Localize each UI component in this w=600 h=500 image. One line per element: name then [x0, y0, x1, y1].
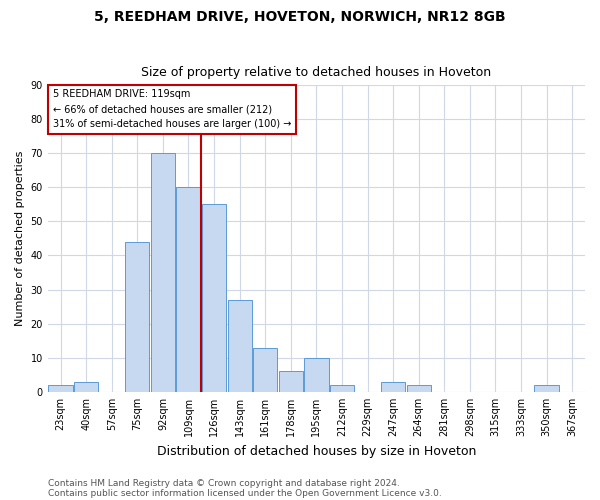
Text: 5 REEDHAM DRIVE: 119sqm
← 66% of detached houses are smaller (212)
31% of semi-d: 5 REEDHAM DRIVE: 119sqm ← 66% of detache…: [53, 90, 292, 129]
Text: Contains public sector information licensed under the Open Government Licence v3: Contains public sector information licen…: [48, 488, 442, 498]
Y-axis label: Number of detached properties: Number of detached properties: [15, 150, 25, 326]
Bar: [278, 372, 303, 392]
Bar: [253, 348, 277, 392]
Bar: [125, 242, 149, 392]
Bar: [407, 385, 431, 392]
Bar: [202, 204, 226, 392]
X-axis label: Distribution of detached houses by size in Hoveton: Distribution of detached houses by size …: [157, 444, 476, 458]
Bar: [74, 382, 98, 392]
Bar: [151, 153, 175, 392]
Bar: [49, 385, 73, 392]
Bar: [304, 358, 329, 392]
Bar: [330, 385, 354, 392]
Bar: [176, 187, 200, 392]
Title: Size of property relative to detached houses in Hoveton: Size of property relative to detached ho…: [142, 66, 491, 80]
Bar: [227, 300, 252, 392]
Text: Contains HM Land Registry data © Crown copyright and database right 2024.: Contains HM Land Registry data © Crown c…: [48, 478, 400, 488]
Bar: [535, 385, 559, 392]
Bar: [381, 382, 405, 392]
Text: 5, REEDHAM DRIVE, HOVETON, NORWICH, NR12 8GB: 5, REEDHAM DRIVE, HOVETON, NORWICH, NR12…: [94, 10, 506, 24]
